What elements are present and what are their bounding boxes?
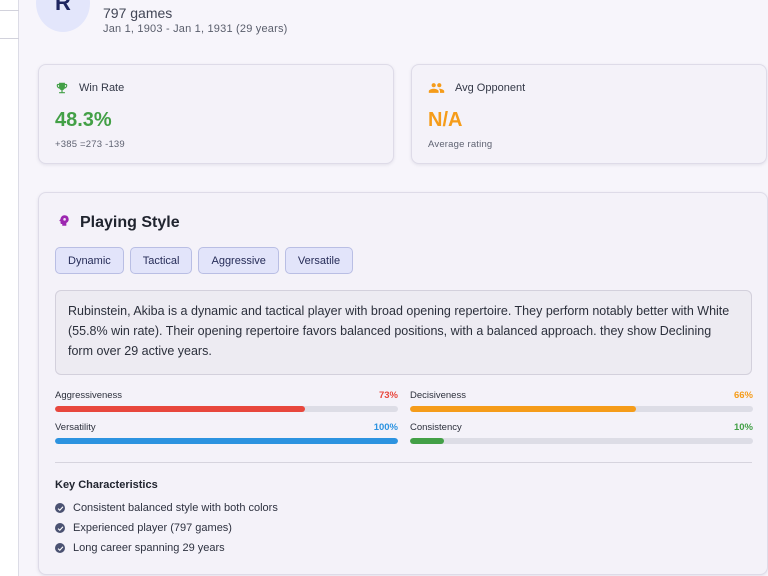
avg-opponent-value: N/A: [428, 109, 463, 131]
playing-style-title: Playing Style: [80, 214, 180, 231]
playing-style-card: Playing Style Dynamic Tactical Aggressiv…: [38, 192, 768, 575]
metric-value: 100%: [373, 422, 398, 433]
trophy-icon: [55, 81, 69, 95]
progress-fill: [410, 438, 445, 444]
win-rate-value: 48.3%: [55, 109, 112, 131]
metric-decisiveness: Decisiveness 66%: [410, 390, 753, 412]
left-sidebar: [0, 0, 19, 576]
characteristic-text: Consistent balanced style with both colo…: [73, 502, 278, 514]
progress-fill: [55, 438, 398, 444]
section-divider: [55, 462, 752, 463]
style-tag[interactable]: Dynamic: [55, 247, 124, 274]
avg-opponent-label: Avg Opponent: [455, 82, 526, 94]
progress-track: [410, 406, 753, 412]
progress-track: [55, 438, 398, 444]
progress-track: [55, 406, 398, 412]
metric-value: 73%: [378, 390, 398, 401]
games-count: 797 games: [103, 5, 173, 21]
metric-label: Decisiveness: [410, 390, 466, 401]
style-tags: Dynamic Tactical Aggressive Versatile: [55, 247, 354, 274]
metric-consistency: Consistency 10%: [410, 422, 753, 444]
sidebar-divider: [0, 10, 19, 11]
win-rate-card: Win Rate 48.3% +385 =273 -139: [38, 64, 394, 164]
avatar-letter: R: [55, 0, 71, 15]
list-item: Consistent balanced style with both colo…: [55, 498, 278, 518]
avg-opponent-sub: Average rating: [428, 139, 493, 150]
style-tag[interactable]: Versatile: [284, 247, 354, 274]
metric-versatility: Versatility 100%: [55, 422, 398, 444]
metric-label: Aggressiveness: [55, 390, 123, 401]
progress-fill: [410, 406, 637, 412]
style-tag[interactable]: Tactical: [129, 247, 193, 274]
metric-value: 66%: [733, 390, 753, 401]
style-description: Rubinstein, Akiba is a dynamic and tacti…: [55, 290, 752, 375]
characteristic-text: Long career spanning 29 years: [73, 542, 225, 554]
characteristic-text: Experienced player (797 games): [73, 522, 232, 534]
brain-icon: [57, 213, 71, 233]
progress-track: [410, 438, 753, 444]
key-characteristics-list: Consistent balanced style with both colo…: [55, 498, 278, 558]
list-item: Long career spanning 29 years: [55, 538, 278, 558]
key-characteristics-title: Key Characteristics: [55, 479, 158, 491]
style-tag[interactable]: Aggressive: [198, 247, 279, 274]
avatar: R: [36, 0, 90, 32]
metric-label: Versatility: [55, 422, 96, 433]
avg-opponent-card: Avg Opponent N/A Average rating: [411, 64, 767, 164]
check-circle-icon: [55, 503, 65, 513]
check-circle-icon: [55, 543, 65, 553]
sidebar-divider: [0, 38, 19, 39]
date-range: Jan 1, 1903 - Jan 1, 1931 (29 years): [103, 23, 288, 35]
check-circle-icon: [55, 523, 65, 533]
list-item: Experienced player (797 games): [55, 518, 278, 538]
people-icon: [428, 81, 445, 95]
win-loss-record: +385 =273 -139: [55, 139, 125, 150]
metric-aggressiveness: Aggressiveness 73%: [55, 390, 398, 412]
metric-label: Consistency: [410, 422, 462, 433]
win-rate-label: Win Rate: [79, 82, 125, 94]
progress-fill: [55, 406, 306, 412]
metric-value: 10%: [733, 422, 753, 433]
